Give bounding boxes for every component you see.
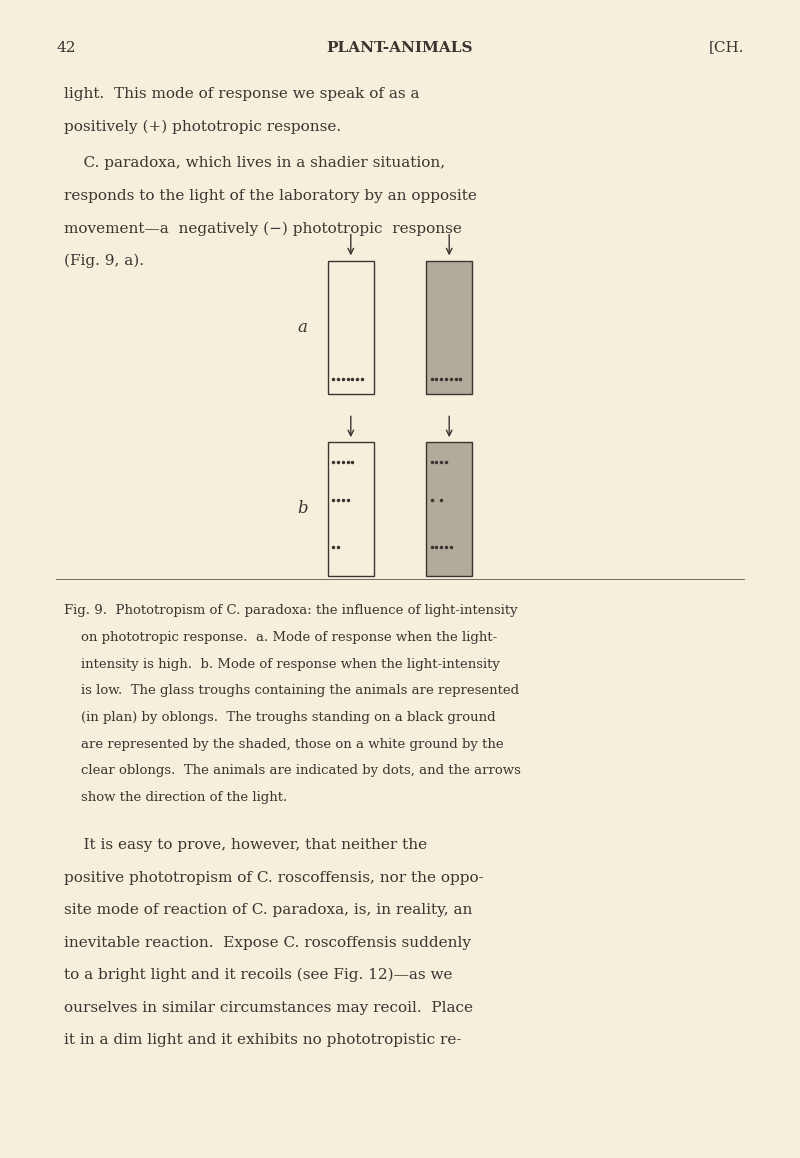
Text: site mode of reaction of C. paradoxa, is, in reality, an: site mode of reaction of C. paradoxa, is… [64, 903, 472, 917]
Text: to a bright light and it recoils (see Fig. 12)—as we: to a bright light and it recoils (see Fi… [64, 968, 453, 982]
Bar [328, 261, 374, 394]
Bar [426, 261, 472, 394]
Text: light.  This mode of response we speak of as a: light. This mode of response we speak of… [64, 87, 419, 101]
Text: it in a dim light and it exhibits no phototropistic re-: it in a dim light and it exhibits no pho… [64, 1033, 462, 1047]
Text: It is easy to prove, however, that neither the: It is easy to prove, however, that neith… [64, 838, 427, 852]
Bar [426, 442, 472, 576]
Text: (Fig. 9, a).: (Fig. 9, a). [64, 254, 144, 267]
Text: positive phototropism of C. roscoffensis, nor the oppo-: positive phototropism of C. roscoffensis… [64, 871, 484, 885]
Text: 42: 42 [56, 41, 75, 54]
Bar [328, 442, 374, 576]
Text: movement—a  negatively (−) phototropic  response: movement—a negatively (−) phototropic re… [64, 221, 462, 235]
Text: positively (+) phototropic response.: positively (+) phototropic response. [64, 119, 341, 133]
Text: inevitable reaction.  Expose C. roscoffensis suddenly: inevitable reaction. Expose C. roscoffen… [64, 936, 471, 950]
Text: Fig. 9.  Phototropism of C. paradoxa: the influence of light-intensity: Fig. 9. Phototropism of C. paradoxa: the… [64, 604, 518, 617]
Text: b: b [297, 500, 308, 518]
Text: is low.  The glass troughs containing the animals are represented: is low. The glass troughs containing the… [64, 684, 519, 697]
Text: a: a [298, 318, 308, 336]
Text: PLANT-ANIMALS: PLANT-ANIMALS [326, 41, 474, 54]
Text: show the direction of the light.: show the direction of the light. [64, 791, 287, 804]
Text: (in plan) by oblongs.  The troughs standing on a black ground: (in plan) by oblongs. The troughs standi… [64, 711, 496, 724]
Text: C. paradoxa, which lives in a shadier situation,: C. paradoxa, which lives in a shadier si… [64, 156, 445, 170]
Text: on phototropic response.  a. Mode of response when the light-: on phototropic response. a. Mode of resp… [64, 631, 498, 644]
Text: intensity is high.  b. Mode of response when the light-intensity: intensity is high. b. Mode of response w… [64, 658, 500, 670]
Text: clear oblongs.  The animals are indicated by dots, and the arrows: clear oblongs. The animals are indicated… [64, 764, 521, 777]
Text: ourselves in similar circumstances may recoil.  Place: ourselves in similar circumstances may r… [64, 1001, 473, 1014]
Text: [CH.: [CH. [709, 41, 744, 54]
Text: responds to the light of the laboratory by an opposite: responds to the light of the laboratory … [64, 189, 477, 203]
Text: are represented by the shaded, those on a white ground by the: are represented by the shaded, those on … [64, 738, 504, 750]
